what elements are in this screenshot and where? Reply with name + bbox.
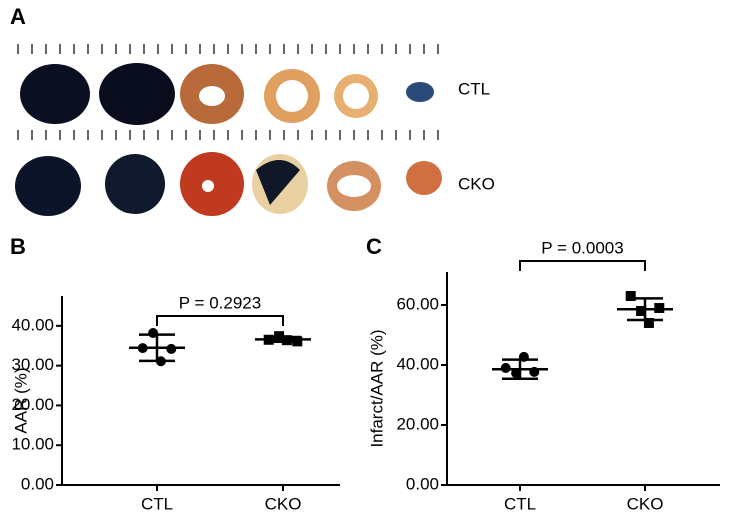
annotation: P = 0.0003: [541, 238, 623, 257]
y-tick-label: 60.00: [396, 294, 439, 313]
row-label: CKO: [458, 174, 495, 193]
data-point: [511, 368, 522, 379]
y-tick-label: 40.00: [396, 354, 439, 373]
y-tick-label: 30.00: [11, 355, 54, 374]
panel-label: C: [366, 234, 382, 259]
y-tick-label: 20.00: [396, 414, 439, 433]
bracket: [519, 260, 646, 271]
panel-label: A: [10, 4, 26, 29]
x-tick-label: CTL: [504, 494, 536, 513]
y-axis-label: Infarct/AAR (%): [367, 329, 386, 447]
data-point: [636, 306, 647, 316]
y-tick-label: 40.00: [11, 315, 54, 334]
y-tick-label: 20.00: [11, 395, 54, 414]
panel-label: B: [10, 234, 26, 259]
y-tick-label: 10.00: [11, 435, 54, 454]
annotation: P = 0.2923: [179, 293, 261, 312]
y-tick-label: 0.00: [406, 474, 439, 493]
ruler: [17, 44, 439, 140]
row-label: CTL: [458, 79, 490, 98]
y-tick-label: 0.00: [21, 474, 54, 493]
heart-slices: [15, 63, 442, 216]
x-tick-label: CKO: [627, 494, 664, 513]
y-axis-label: AAR (%): [11, 367, 30, 433]
x-tick-label: CTL: [141, 494, 173, 513]
x-tick-label: CKO: [265, 494, 302, 513]
data-point: [625, 291, 636, 301]
data-point: [643, 318, 654, 328]
bracket: [156, 315, 284, 326]
